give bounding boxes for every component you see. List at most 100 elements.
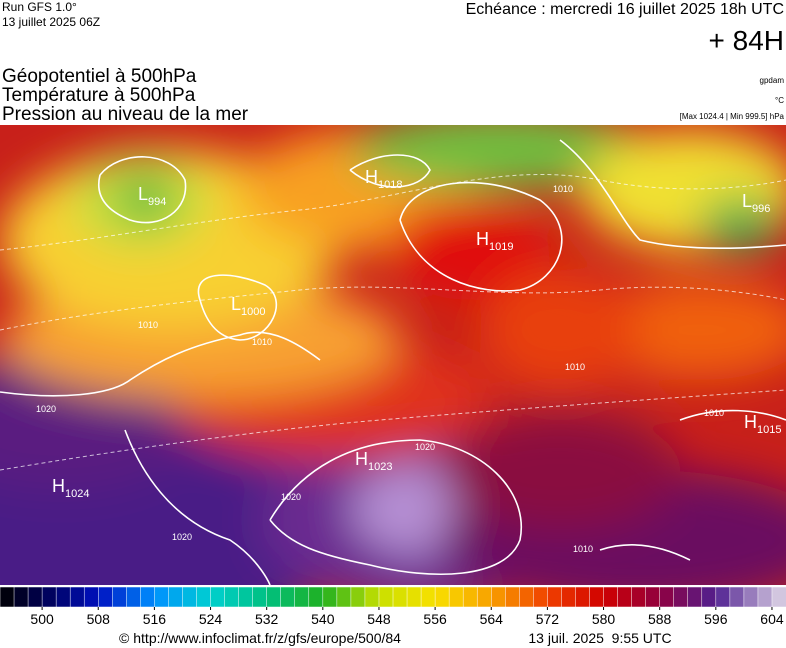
- colorbar-swatch: [140, 586, 156, 608]
- colorbar-label: 596: [704, 611, 728, 627]
- colorbar-label: 508: [87, 611, 111, 627]
- colorbar-swatch: [83, 586, 100, 608]
- colorbar-swatch: [294, 586, 310, 608]
- unit-label: gpdam: [760, 76, 785, 85]
- colorbar-swatch: [210, 586, 226, 608]
- pressure-center: L994: [138, 184, 166, 208]
- colorbar-swatch: [126, 586, 142, 608]
- colorbar-swatch: [701, 586, 717, 608]
- colorbar-swatch: [659, 586, 675, 608]
- isobar-label: 1020: [36, 404, 56, 414]
- colorbar-label: 564: [480, 611, 504, 627]
- colorbar-swatch: [462, 586, 478, 608]
- center-kind: H: [52, 476, 65, 496]
- center-kind: L: [231, 294, 241, 314]
- colorbar-swatch: [55, 586, 71, 608]
- colorbar-swatch: [238, 586, 254, 608]
- source-url: © http://www.infoclimat.fr/z/gfs/europe/…: [119, 630, 401, 646]
- field-label: Pression au niveau de la mer: [2, 104, 249, 125]
- colorbar-swatch: [476, 586, 493, 608]
- colorbar-swatch: [69, 586, 85, 608]
- colorbar-swatch: [617, 586, 633, 608]
- pressure-center: L1000: [231, 294, 266, 318]
- colorbar-swatch: [196, 586, 212, 608]
- colorbar-swatch: [434, 586, 450, 608]
- unit-label: [Max 1024.4 | Min 999.5] hPa: [680, 112, 785, 121]
- generated-time: 13 juil. 2025 9:55 UTC: [528, 630, 671, 646]
- run-date: 13 juillet 2025 06Z: [2, 15, 100, 29]
- colorbar-swatch: [252, 586, 268, 608]
- colorbar-swatch: [378, 586, 394, 608]
- run-label: Run GFS 1.0°: [2, 0, 77, 14]
- colorbar-swatch: [350, 586, 366, 608]
- pressure-center: L996: [742, 191, 770, 215]
- pressure-center: H1024: [52, 476, 89, 500]
- colorbar-swatch: [0, 586, 15, 608]
- colorbar-swatch: [687, 586, 703, 608]
- center-value: 1019: [489, 241, 513, 253]
- colorbar-swatch: [98, 586, 114, 608]
- colorbar-swatch: [491, 586, 507, 608]
- colorbar-swatch: [547, 586, 563, 608]
- isobar-label: 1010: [704, 408, 724, 418]
- colorbar: 500 508 516 524 532 540 548 556 564 572 580 588 596 6…: [0, 586, 786, 627]
- colorbar-label: 604: [760, 611, 784, 627]
- field-label: Température à 500hPa: [2, 85, 196, 106]
- colorbar-label: 588: [648, 611, 672, 627]
- center-kind: L: [742, 191, 752, 211]
- map-field: [0, 125, 786, 585]
- center-value: 1018: [378, 179, 402, 191]
- center-kind: H: [744, 412, 757, 432]
- colorbar-label: 580: [592, 611, 616, 627]
- lead-time: + 84H: [709, 25, 785, 56]
- field-label: Géopotentiel à 500hPa: [2, 66, 197, 87]
- colorbar-swatch: [519, 586, 535, 608]
- colorbar-swatch: [771, 586, 786, 608]
- center-value: 1000: [241, 306, 265, 318]
- colorbar-label: 524: [199, 611, 223, 627]
- colorbar-swatch: [631, 586, 647, 608]
- colorbar-swatch: [112, 586, 128, 608]
- center-value: 994: [148, 196, 166, 208]
- colorbar-swatch: [575, 586, 591, 608]
- colorbar-swatch: [533, 586, 549, 608]
- colorbar-swatch: [561, 586, 577, 608]
- colorbar-swatch: [182, 586, 198, 608]
- center-kind: H: [355, 449, 368, 469]
- colorbar-label: 556: [423, 611, 447, 627]
- center-value: 1024: [65, 488, 89, 500]
- colorbar-swatch: [448, 586, 464, 608]
- isobar-label: 1010: [138, 320, 158, 330]
- unit-label: °C: [775, 96, 784, 105]
- pressure-center: H1023: [355, 449, 392, 473]
- colorbar-label: 500: [30, 611, 54, 627]
- center-value: 1015: [757, 424, 781, 436]
- colorbar-swatch: [715, 586, 731, 608]
- colorbar-swatch: [743, 586, 759, 608]
- pressure-center: H1015: [744, 412, 781, 436]
- isobar-label: 1020: [415, 442, 435, 452]
- center-value: 1023: [368, 461, 392, 473]
- center-kind: H: [365, 167, 378, 187]
- valid-time: Echéance : mercredi 16 juillet 2025 18h …: [466, 1, 784, 18]
- colorbar-swatch: [27, 586, 43, 608]
- colorbar-swatch: [224, 586, 240, 608]
- pressure-center: H1019: [476, 229, 513, 253]
- colorbar-swatch: [280, 586, 296, 608]
- isobar-label: 1020: [281, 492, 301, 502]
- colorbar-swatch: [589, 586, 605, 608]
- colorbar-swatch: [308, 586, 324, 608]
- colorbar-swatch: [336, 586, 352, 608]
- colorbar-swatch: [13, 586, 29, 608]
- colorbar-swatch: [729, 586, 745, 608]
- isobar-label: 1010: [553, 184, 573, 194]
- colorbar-swatch: [757, 586, 773, 608]
- colorbar-swatch: [420, 586, 436, 608]
- colorbar-swatch: [168, 586, 184, 608]
- colorbar-swatch: [392, 586, 408, 608]
- center-value: 996: [752, 203, 770, 215]
- colorbar-label: 516: [143, 611, 167, 627]
- colorbar-swatch: [364, 586, 380, 608]
- colorbar-label: 540: [311, 611, 335, 627]
